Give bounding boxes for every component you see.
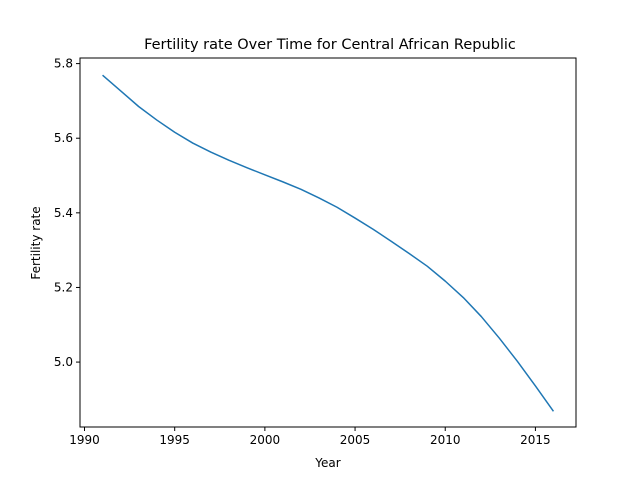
plot-area bbox=[102, 74, 555, 412]
x-tick-label: 1990 bbox=[69, 433, 100, 447]
x-tick-label: 2005 bbox=[340, 433, 371, 447]
series-line bbox=[102, 74, 555, 412]
x-axis-label: Year bbox=[314, 456, 340, 470]
y-tick-label: 5.4 bbox=[54, 206, 73, 220]
plot-frame bbox=[79, 57, 577, 428]
x-tick-label: 2010 bbox=[430, 433, 461, 447]
y-axis-label: Fertility rate bbox=[29, 206, 43, 279]
y-tick-label: 5.2 bbox=[54, 280, 73, 294]
x-tick-label: 2000 bbox=[250, 433, 281, 447]
x-tick-label: 2015 bbox=[520, 433, 551, 447]
y-tick-label: 5.6 bbox=[54, 131, 73, 145]
x-tick-label: 1995 bbox=[159, 433, 190, 447]
y-tick-label: 5.8 bbox=[54, 57, 73, 71]
y-tick-label: 5.0 bbox=[54, 355, 73, 369]
y-axis: 5.0 5.2 5.4 5.6 5.8 bbox=[54, 57, 80, 369]
chart-title: Fertility rate Over Time for Central Afr… bbox=[144, 37, 516, 53]
x-axis: 1990 1995 2000 2005 2010 2015 bbox=[69, 427, 551, 447]
